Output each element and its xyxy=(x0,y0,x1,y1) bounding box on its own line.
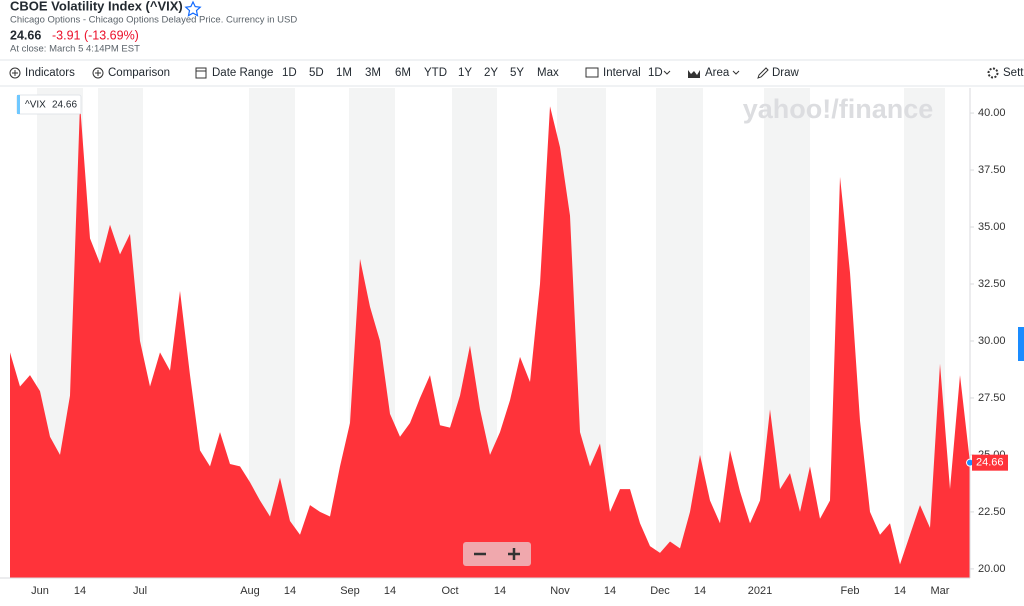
interval-value[interactable]: 1D xyxy=(648,67,663,79)
watermark: yahoo!/finance xyxy=(743,94,934,124)
y-tick-label: 32.50 xyxy=(978,278,1006,290)
indicators-button[interactable]: Indicators xyxy=(25,67,75,79)
icon xyxy=(95,70,101,76)
range-button[interactable]: YTD xyxy=(424,67,447,79)
x-tick-label: Sep xyxy=(340,585,360,597)
icon xyxy=(12,70,18,76)
chart-type-button[interactable]: Area xyxy=(705,67,730,79)
icon xyxy=(732,70,740,75)
quote-subtitle: Chicago Options - Chicago Options Delaye… xyxy=(10,15,297,26)
x-tick-label: Jun xyxy=(31,585,49,597)
x-tick-label: 14 xyxy=(894,585,906,597)
date-range-button[interactable]: Date Range xyxy=(212,67,273,79)
range-button[interactable]: 5D xyxy=(309,67,324,79)
side-tab[interactable] xyxy=(1018,327,1024,361)
toolbar: Indicators Comparison Date Range Interva… xyxy=(9,67,1024,79)
x-tick-label: 14 xyxy=(604,585,616,597)
range-button[interactable]: 6M xyxy=(395,67,411,79)
plot xyxy=(10,103,970,578)
quote-change: -3.91 (-13.69%) xyxy=(52,28,139,42)
watchlist-star[interactable] xyxy=(184,0,202,17)
legend-name: ^VIX xyxy=(25,100,46,111)
x-tick-label: 2021 xyxy=(748,585,772,597)
y-tick-label: 27.50 xyxy=(978,392,1006,404)
area xyxy=(10,103,970,578)
x-tick-label: Oct xyxy=(441,585,458,597)
x-tick-label: 14 xyxy=(284,585,296,597)
x-tick-label: Jul xyxy=(133,585,147,597)
y-tick-label: 35.00 xyxy=(978,221,1006,233)
zoom-in-button[interactable] xyxy=(508,548,520,560)
quote-title: CBOE Volatility Index (^VIX) xyxy=(10,0,183,13)
x-tick-label: 14 xyxy=(74,585,86,597)
range-button[interactable]: 2Y xyxy=(484,67,498,79)
icon xyxy=(663,70,671,75)
icon xyxy=(585,67,599,78)
legend-value: 24.66 xyxy=(52,100,77,111)
y-tick-label: 22.50 xyxy=(978,506,1006,518)
icon xyxy=(92,67,104,79)
y-tick-label: 37.50 xyxy=(978,164,1006,176)
range-button[interactable]: 1Y xyxy=(458,67,472,79)
x-tick-label: 14 xyxy=(694,585,706,597)
zoom-controls xyxy=(463,542,531,566)
icon xyxy=(688,70,700,78)
x-tick-label: Feb xyxy=(841,585,860,597)
x-tick-label: Nov xyxy=(550,585,570,597)
last-value-box xyxy=(972,454,1008,471)
x-tick-label: Dec xyxy=(650,585,670,597)
icon xyxy=(195,67,207,79)
y-tick-label: 20.00 xyxy=(978,563,1006,575)
x-tick-label: Aug xyxy=(240,585,260,597)
range-button[interactable]: 5Y xyxy=(510,67,524,79)
last-value-label: 24.66 xyxy=(976,457,1004,469)
icon xyxy=(987,67,999,79)
comparison-button[interactable]: Comparison xyxy=(108,67,170,79)
range-button[interactable]: Max xyxy=(537,67,559,79)
quote-price: 24.66 xyxy=(10,28,41,42)
range-button[interactable]: 1D xyxy=(282,67,297,79)
range-button[interactable]: 1M xyxy=(336,67,352,79)
x-tick-label: 14 xyxy=(494,585,506,597)
close-time: At close: March 5 4:14PM EST xyxy=(10,44,140,55)
x-tick-label: 14 xyxy=(384,585,396,597)
y-tick-label: 30.00 xyxy=(978,335,1006,347)
draw-button[interactable]: Draw xyxy=(772,67,800,79)
icon xyxy=(757,67,769,79)
settings-button[interactable]: Sett xyxy=(1003,67,1024,79)
icon xyxy=(9,67,21,79)
interval-button[interactable]: Interval xyxy=(603,67,641,79)
y-tick-label: 40.00 xyxy=(978,107,1006,119)
legend-swatch xyxy=(17,95,20,114)
x-tick-label: Mar xyxy=(931,585,950,597)
range-button[interactable]: 3M xyxy=(365,67,381,79)
